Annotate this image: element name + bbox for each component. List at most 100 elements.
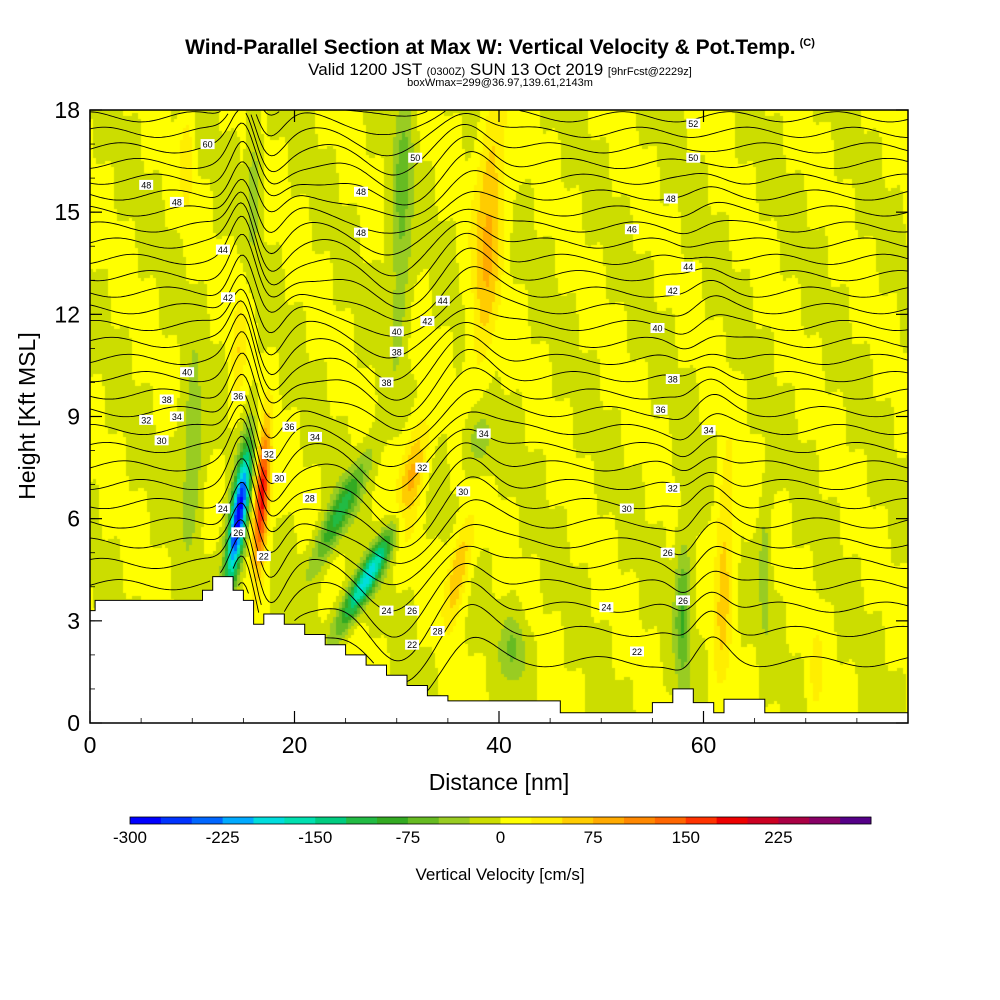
contour-label-text: 26 — [678, 596, 688, 606]
colorbar-swatch — [130, 817, 162, 824]
theta-contour — [90, 313, 908, 401]
contour-label-box — [630, 646, 644, 657]
colorbar-frame — [129, 816, 872, 825]
theta-contour — [90, 300, 908, 381]
contour-label-box — [308, 431, 322, 442]
contour-label-text: 44 — [218, 245, 228, 255]
contour-label-box — [660, 547, 675, 558]
contour-label-box — [676, 595, 690, 606]
x-tick-label: 40 — [486, 732, 512, 758]
contour-label: 44 — [681, 261, 696, 272]
theta-contour — [427, 636, 908, 692]
theta-contour — [90, 390, 908, 467]
valid-prefix: Valid 1200 JST — [308, 60, 422, 79]
contour-label-box — [681, 261, 696, 272]
x-axis-label: Distance [nm] — [429, 769, 570, 795]
contour-label-text: 28 — [433, 627, 443, 637]
contour-label-text: 38 — [381, 378, 391, 388]
contour-label-box — [408, 152, 423, 163]
colorbar-swatch — [840, 817, 872, 824]
colorbar-swatch — [809, 817, 841, 824]
contour-label-box — [272, 472, 287, 483]
contour-label: 38 — [159, 394, 174, 405]
theta-contour — [263, 110, 428, 117]
contour-label-text: 44 — [438, 296, 448, 306]
valid-utc: (0300Z) — [426, 66, 466, 78]
contour-label-text: 36 — [233, 392, 243, 402]
contour-label: 40 — [650, 323, 665, 334]
contour-label: 26 — [231, 527, 246, 538]
contour-label-box — [435, 295, 450, 306]
valid-time-line: Valid 1200 JST (0300Z) SUN 13 Oct 2019 [… — [0, 60, 1000, 80]
contour-label-box — [354, 186, 368, 197]
contour-label-box — [430, 626, 445, 636]
theta-contour — [90, 373, 908, 446]
contour-label: 30 — [619, 503, 634, 514]
contour-label-box — [200, 139, 215, 150]
x-tick-label: 20 — [282, 732, 308, 758]
theta-contour — [90, 178, 908, 234]
colorbar-swatch — [593, 817, 625, 824]
contour-label-box — [665, 374, 680, 384]
colorbar: -300 -225 -150 -75 0 75 150 225 — [113, 816, 872, 847]
contour-labels: 60 50 52 50 48 48 48 48 48 46 44 44 42 42 44 42 40 40 38 40… — [139, 118, 716, 657]
colorbar-swatch — [377, 817, 409, 824]
theta-contour — [90, 404, 908, 491]
colorbar-swatch — [222, 817, 254, 824]
contour-label-box — [686, 118, 701, 129]
contour-label-text: 34 — [704, 426, 714, 436]
contour-label-box — [159, 394, 174, 405]
forecast-info: [9hrFcst@2229z] — [607, 66, 692, 78]
contour-label-text: 24 — [601, 603, 611, 613]
contour-label-text: 40 — [392, 327, 402, 337]
colorbar-tick-label: -150 — [298, 828, 332, 847]
contour-label-box — [405, 639, 420, 650]
colorbar-swatch — [716, 817, 748, 824]
contour-label-box — [256, 551, 271, 562]
contour-label-text: 52 — [688, 119, 698, 129]
colorbar-swatch — [778, 817, 810, 824]
contour-label: 42 — [420, 316, 435, 327]
contour-label: 34 — [308, 431, 322, 442]
theta-contour — [90, 202, 908, 277]
y-tick-label: 12 — [54, 301, 80, 327]
contour-label-box — [665, 483, 680, 493]
contour-label-text: 48 — [172, 197, 182, 207]
contour-label: 32 — [261, 449, 276, 460]
contour-label: 32 — [139, 414, 154, 425]
contour-label-box — [231, 391, 246, 402]
contour-label-box — [701, 425, 716, 436]
contour-label: 30 — [456, 486, 471, 497]
contour-label-text: 48 — [356, 187, 366, 197]
contour-label: 22 — [256, 551, 271, 562]
contour-label-text: 48 — [666, 194, 676, 204]
theta-contour — [90, 113, 908, 157]
contour-label-text: 32 — [668, 484, 678, 494]
colorbar-tick-label: 0 — [496, 828, 505, 847]
contour-label-box — [456, 486, 471, 497]
contour-label: 48 — [354, 227, 368, 238]
contour-label-text: 44 — [683, 262, 693, 272]
contour-label-text: 30 — [458, 487, 468, 497]
contour-label-text: 42 — [223, 293, 233, 303]
contour-label-text: 38 — [668, 375, 678, 385]
contour-label: 28 — [430, 626, 445, 637]
y-tick-label: 0 — [67, 710, 80, 736]
y-tick-label: 15 — [54, 199, 80, 225]
contour-label: 24 — [215, 503, 230, 514]
theta-contour — [90, 435, 908, 532]
contour-label: 44 — [215, 244, 230, 255]
contour-label: 30 — [154, 435, 169, 446]
colorbar-tick-label: -300 — [113, 828, 147, 847]
colorbar-swatch — [469, 817, 501, 824]
contour-label-box — [686, 152, 701, 163]
contour-label-box — [379, 377, 394, 388]
contour-label: 30 — [272, 472, 287, 483]
theta-contour — [90, 417, 908, 514]
y-axis-label: Height [Kft MSL] — [14, 332, 40, 499]
contour-label-box — [139, 414, 154, 425]
colorbar-swatch — [531, 817, 563, 824]
colorbar-swatch — [654, 817, 687, 824]
contour-label-box — [221, 292, 235, 303]
contour-label-box — [415, 462, 430, 473]
